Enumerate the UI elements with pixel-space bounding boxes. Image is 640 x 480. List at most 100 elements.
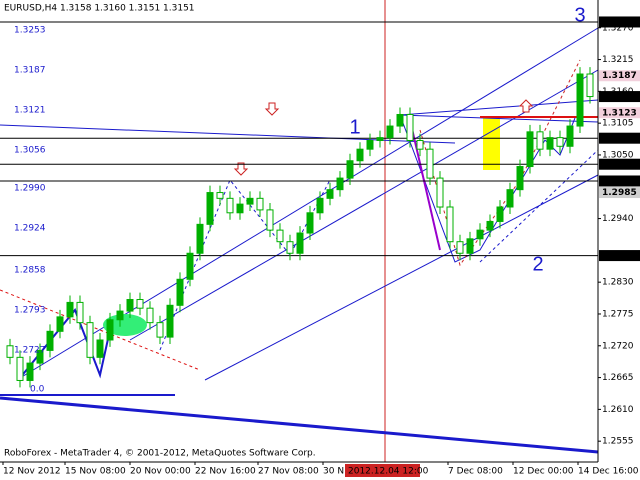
- x-tick-label: 30 N: [323, 467, 344, 477]
- level-box: [599, 91, 640, 103]
- x-tick-label: 7 Dec 08:00: [448, 467, 503, 477]
- candle-body: [356, 148, 364, 162]
- x-tick-label: 15 Nov 08:00: [65, 467, 126, 477]
- level-label: 1.3079: [602, 134, 637, 144]
- level-label: 1.3034: [602, 160, 637, 170]
- fib-label: 1.2990: [14, 184, 46, 194]
- candle-body: [6, 345, 14, 358]
- candle-body: [256, 197, 264, 211]
- candle-body: [466, 238, 474, 254]
- candle-body: [46, 330, 54, 351]
- fib-label: 1.3056: [14, 146, 46, 156]
- candle-body: [496, 206, 504, 222]
- y-tick-label: 1.2940: [602, 214, 634, 224]
- candle-body: [136, 299, 144, 309]
- footer: RoboForex - MetaTrader 4, © 2001-2012, M…: [4, 449, 316, 459]
- candle-body: [406, 113, 414, 142]
- candle-body: [366, 140, 374, 150]
- trend-line: [399, 99, 599, 116]
- fib-label: 1.3121: [14, 106, 46, 116]
- level-box: [599, 158, 640, 170]
- candle-body: [516, 166, 524, 191]
- candle-body: [416, 140, 424, 150]
- candle-body: [326, 189, 334, 199]
- y-tick-label: 1.2720: [602, 341, 634, 351]
- chart-title: EURUSD,H4 1.3158 1.3160 1.3151 1.3151: [4, 4, 195, 14]
- level-label: 1.3151: [602, 92, 637, 102]
- candle-body: [56, 316, 64, 332]
- candle-body: [476, 229, 484, 240]
- candle-body: [96, 339, 104, 358]
- candle-body: [536, 131, 544, 150]
- arrow-down: [264, 102, 280, 116]
- level-box: [599, 187, 640, 199]
- candle-body: [116, 310, 124, 321]
- y-tick-label: 1.2665: [602, 373, 634, 383]
- level-box: [599, 175, 640, 187]
- level-box: [599, 107, 640, 119]
- level-box: [599, 132, 640, 144]
- fib-label: 1.2793: [14, 306, 46, 316]
- candle-body: [546, 137, 554, 150]
- level-label: 1.3123: [602, 108, 637, 118]
- x-tick-label: 12 Dec 00:00: [513, 467, 574, 477]
- candle-body: [316, 197, 324, 214]
- y-tick-label: 1.2555: [602, 437, 634, 447]
- candle-body: [436, 177, 444, 208]
- level-box: [599, 250, 640, 262]
- fib-label: 1.3253: [14, 26, 46, 36]
- candle-body: [456, 241, 464, 254]
- candle-body: [486, 220, 494, 231]
- x-tick-label: 12 Nov 2012: [3, 467, 61, 477]
- candle-body: [166, 304, 174, 338]
- fib-label: 1.2727: [14, 346, 46, 356]
- level-box: [599, 16, 640, 28]
- candle-body: [206, 192, 214, 225]
- candle-body: [506, 189, 514, 208]
- wave-label: 3: [574, 4, 585, 26]
- level-box: [599, 70, 640, 82]
- candle-body: [576, 73, 584, 127]
- candle-body: [586, 73, 594, 98]
- candle-body: [396, 113, 404, 127]
- candle-body: [526, 131, 534, 168]
- candle-body: [556, 137, 564, 147]
- level-label: 1.3005: [602, 176, 637, 186]
- candle-body: [266, 209, 274, 231]
- y-tick-label: 1.3105: [602, 119, 634, 129]
- candle-body: [76, 301, 84, 324]
- candle-body: [126, 299, 134, 312]
- x-tick-label: 14 Dec 16:00: [578, 467, 639, 477]
- level-label: 1.2985: [602, 188, 637, 198]
- candle-body: [196, 223, 204, 254]
- candle-body: [386, 125, 394, 139]
- x-tick-label: 27 Nov 08:00: [258, 467, 319, 477]
- level-label: 1.3187: [602, 71, 637, 81]
- candle-body: [426, 148, 434, 179]
- candle-body: [246, 197, 254, 205]
- highlight: [103, 314, 147, 336]
- candle-body: [16, 356, 24, 381]
- cursor-label: 2012.12.04 12:00: [348, 467, 429, 477]
- level-label: 1.3280: [602, 17, 637, 27]
- dashed-line: [159, 179, 331, 351]
- candle-body: [106, 319, 114, 341]
- y-tick-label: 1.2610: [602, 405, 634, 415]
- candle-body: [566, 125, 574, 147]
- cursor-label-box: [345, 464, 420, 477]
- fib-label: 1.3187: [14, 66, 46, 76]
- arrow-up: [518, 99, 534, 113]
- y-tick-label: 1.3050: [602, 150, 634, 160]
- wave-label: 2: [532, 253, 543, 275]
- candle-body: [176, 278, 184, 306]
- x-tick-label: 22 Nov 16:00: [195, 467, 256, 477]
- candle-body: [376, 137, 384, 142]
- candle-body: [26, 362, 34, 381]
- wave-line: [409, 119, 441, 251]
- y-tick-label: 1.2830: [602, 278, 634, 288]
- y-tick-label: 1.3215: [602, 55, 634, 65]
- target-zone: [483, 117, 500, 170]
- candle-body: [86, 322, 94, 358]
